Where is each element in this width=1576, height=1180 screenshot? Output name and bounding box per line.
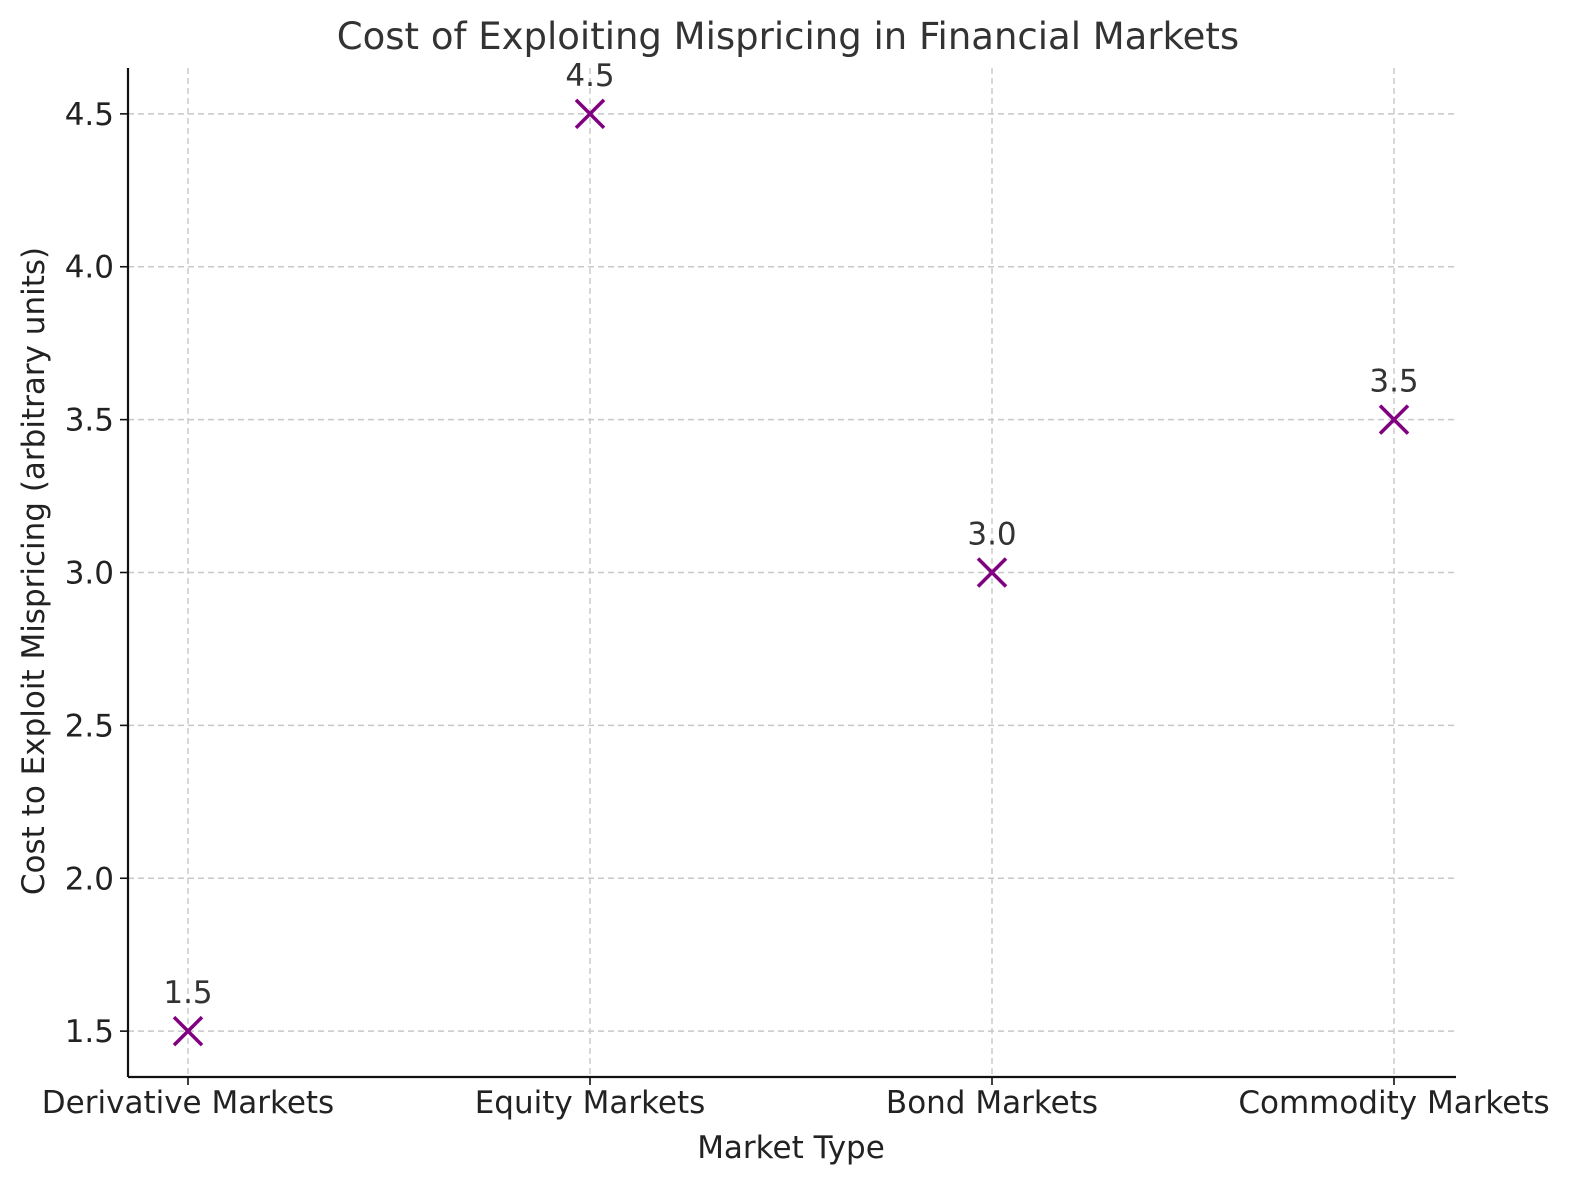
data-point-marker [172,1015,204,1047]
y-tick-label: 2.0 [65,861,114,897]
y-tick-label: 1.5 [65,1014,114,1050]
x-tick-label: Equity Markets [475,1085,706,1121]
y-tick-label: 2.5 [65,708,114,744]
grid-lines [128,68,1456,1077]
x-tick-label: Derivative Markets [42,1085,334,1121]
x-tick-label: Commodity Markets [1238,1085,1549,1121]
data-label: 3.5 [1369,364,1418,400]
marker-stroke [172,1015,204,1047]
data-point-marker [1378,404,1410,435]
y-tick-label: 3.5 [65,403,114,439]
data-labels: 1.5 4.5 3.0 3.5 [163,58,1418,1011]
data-label: 1.5 [163,975,212,1011]
y-tick-label: 3.0 [65,556,114,592]
y-axis-label: Cost to Exploit Mispricing (arbitrary un… [16,247,52,895]
marker-stroke [1378,404,1410,435]
x-axis-label: Market Type [697,1130,885,1166]
data-label: 4.5 [565,58,614,94]
data-markers [172,98,1410,1047]
data-point-marker [976,557,1008,588]
y-tick-label: 4.0 [65,250,114,286]
data-label: 3.0 [967,517,1016,553]
data-point-marker [574,98,606,130]
x-tick-label: Bond Markets [886,1085,1098,1121]
axis-ticks: 1.5 2.0 2.5 3.0 3.5 4.0 4.5 Derivative Markets E… [42,97,1550,1121]
chart-title: Cost of Exploiting Mispricing in Financi… [337,15,1239,58]
marker-stroke [574,98,606,130]
y-tick-label: 4.5 [65,97,114,133]
marker-stroke [976,557,1008,588]
